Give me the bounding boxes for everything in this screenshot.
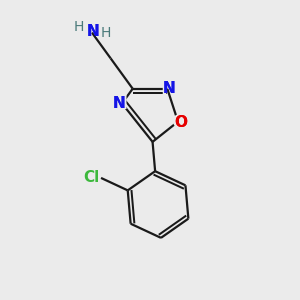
Text: H: H xyxy=(100,26,110,40)
Text: N: N xyxy=(87,24,100,39)
Text: O: O xyxy=(174,116,187,130)
Text: N: N xyxy=(111,94,128,113)
Text: O: O xyxy=(172,113,189,133)
Text: N: N xyxy=(162,81,175,96)
Text: N: N xyxy=(162,81,175,96)
Text: H: H xyxy=(74,20,84,34)
Text: N: N xyxy=(87,24,100,39)
Text: Cl: Cl xyxy=(83,170,100,185)
Text: N: N xyxy=(113,96,126,111)
Text: N: N xyxy=(113,96,126,111)
Text: N: N xyxy=(85,22,101,41)
Text: O: O xyxy=(174,116,187,130)
Text: N: N xyxy=(160,79,177,98)
